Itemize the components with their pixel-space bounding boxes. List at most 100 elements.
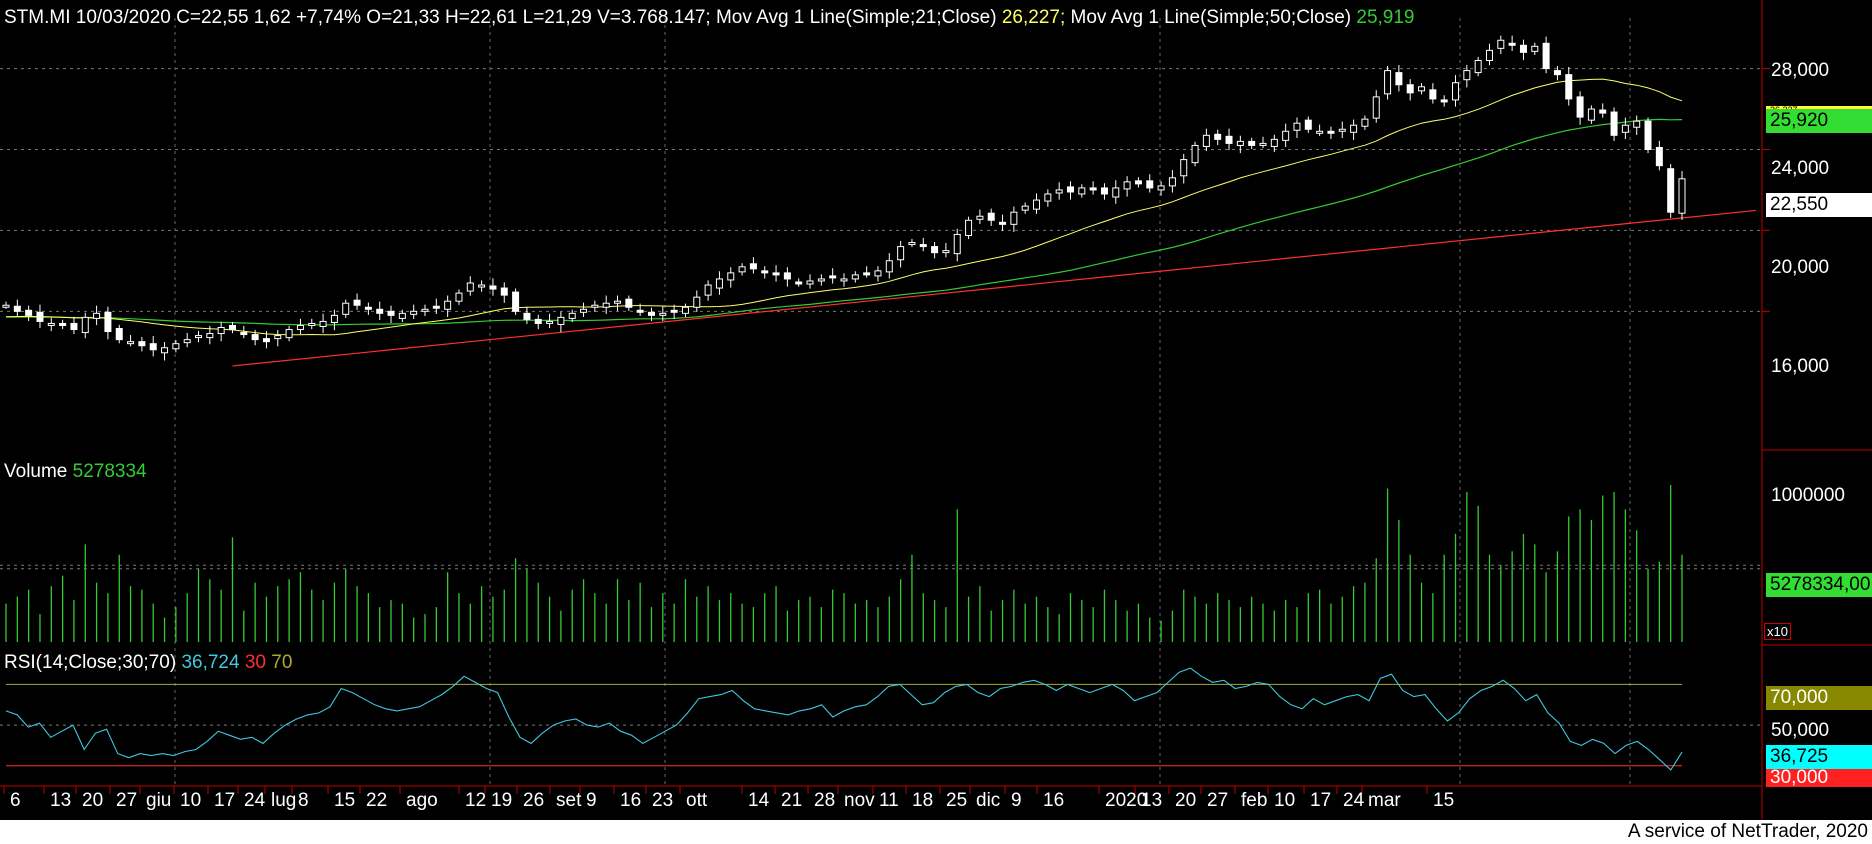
volume-value: 5278334 <box>72 461 147 482</box>
volume-tick-label: 1000000 <box>1771 485 1845 506</box>
candle-body <box>274 335 282 340</box>
ma50-line <box>5 118 1683 326</box>
candle-body <box>715 278 723 289</box>
candle-body <box>670 309 678 313</box>
candle-body <box>806 280 814 285</box>
x-axis-label: 25 <box>946 790 968 811</box>
candle-body <box>59 322 67 326</box>
candle-body <box>1576 96 1584 118</box>
candle-body <box>1078 187 1086 195</box>
x-axis-label: 14 <box>748 790 770 811</box>
candle-body <box>1508 42 1516 46</box>
candle-body <box>840 278 848 282</box>
x-axis-label: 15 <box>1433 790 1455 811</box>
volume-label: Volume <box>4 461 68 482</box>
footer-credit: A service of NetTrader, 2020 <box>1627 821 1868 842</box>
x-axis-label: 13 <box>50 790 72 811</box>
x-axis-label: 17 <box>214 790 236 811</box>
candle-body <box>829 275 837 279</box>
x-axis-label: 15 <box>334 790 356 811</box>
x-axis-label: 9 <box>586 790 597 811</box>
x-axis-label: set <box>556 790 582 811</box>
price-tick-label: 28,000 <box>1771 60 1830 81</box>
candle-body <box>987 212 995 221</box>
x-axis-label: giu <box>146 790 172 811</box>
candle-body <box>432 305 440 309</box>
ma50-legend-label: Mov Avg 1 Line(Simple;50;Close) <box>1070 7 1352 28</box>
x-axis-label: 20 <box>82 790 104 811</box>
candle-body <box>523 312 531 320</box>
candle-body <box>1678 178 1686 214</box>
candle-body <box>1406 84 1414 94</box>
candle-body <box>1610 111 1618 136</box>
candle-body <box>364 306 372 310</box>
x-axis-label: 20 <box>1175 790 1197 811</box>
candle-body <box>1225 135 1233 144</box>
candle-body <box>1531 45 1539 52</box>
rsi-tick-label: 50,000 <box>1771 720 1830 741</box>
candle-body <box>1350 124 1358 133</box>
candle-body <box>1440 99 1448 103</box>
rsi-70-tag: 70,000 <box>1766 686 1872 710</box>
candle-body <box>217 326 225 335</box>
candle-body <box>512 291 520 312</box>
candle-body <box>183 339 191 344</box>
x-axis-label: 9 <box>1011 790 1022 811</box>
candle-body <box>897 246 905 261</box>
candle-body <box>1259 142 1267 146</box>
x-axis-label: 22 <box>366 790 388 811</box>
candle-body <box>1180 159 1188 177</box>
candle-body <box>1644 120 1652 150</box>
candle-body <box>353 299 361 306</box>
candle-body <box>749 263 757 270</box>
candle-body <box>410 310 418 315</box>
x-axis-label: 19 <box>491 790 513 811</box>
candle-body <box>240 332 248 336</box>
candle-body <box>455 292 463 302</box>
x-axis-label: mar <box>1368 790 1401 811</box>
x-axis-label: 27 <box>1207 790 1229 811</box>
candle-body <box>81 316 89 334</box>
candle-body <box>591 304 599 308</box>
candle-body <box>138 341 146 347</box>
candle-body <box>1248 140 1256 146</box>
x-axis-label: 26 <box>523 790 545 811</box>
candle-body <box>1395 72 1403 86</box>
candle-body <box>851 274 859 280</box>
candle-body <box>817 278 825 282</box>
candle-body <box>1112 187 1120 198</box>
candle-body <box>931 246 939 254</box>
candle-body <box>308 322 316 326</box>
candle-body <box>1089 187 1097 191</box>
x-axis-label: 18 <box>912 790 934 811</box>
candle-body <box>557 316 565 325</box>
candle-body <box>1316 130 1324 134</box>
candle-body <box>330 314 338 323</box>
candle-body <box>478 284 486 288</box>
ma21-line <box>5 78 1683 336</box>
candle-body <box>885 260 893 273</box>
candle-body <box>1599 109 1607 114</box>
candle-body <box>647 311 655 316</box>
x-axis-label: 23 <box>652 790 674 811</box>
candle-body <box>953 233 961 255</box>
x-axis-label: 21 <box>781 790 803 811</box>
x-axis-label: 24 <box>244 790 266 811</box>
candle-body <box>761 270 769 274</box>
candle-body <box>1587 108 1595 121</box>
x-axis-label: ott <box>686 790 708 811</box>
candle-body <box>738 266 746 273</box>
candle-body <box>1667 168 1675 213</box>
rsi-value: 36,724 <box>181 652 240 673</box>
volume-scale-note: x10 <box>1764 623 1791 640</box>
candle-body <box>999 221 1007 225</box>
candle-body <box>1655 146 1663 167</box>
candle-body <box>1497 39 1505 49</box>
x-axis-label: 8 <box>298 790 309 811</box>
candle-body <box>376 308 384 314</box>
candle-body <box>398 312 406 319</box>
candle-body <box>70 322 78 331</box>
x-axis-label: ago <box>406 790 438 811</box>
price-tick-label: 20,000 <box>1771 257 1830 278</box>
candle-body <box>127 341 135 345</box>
